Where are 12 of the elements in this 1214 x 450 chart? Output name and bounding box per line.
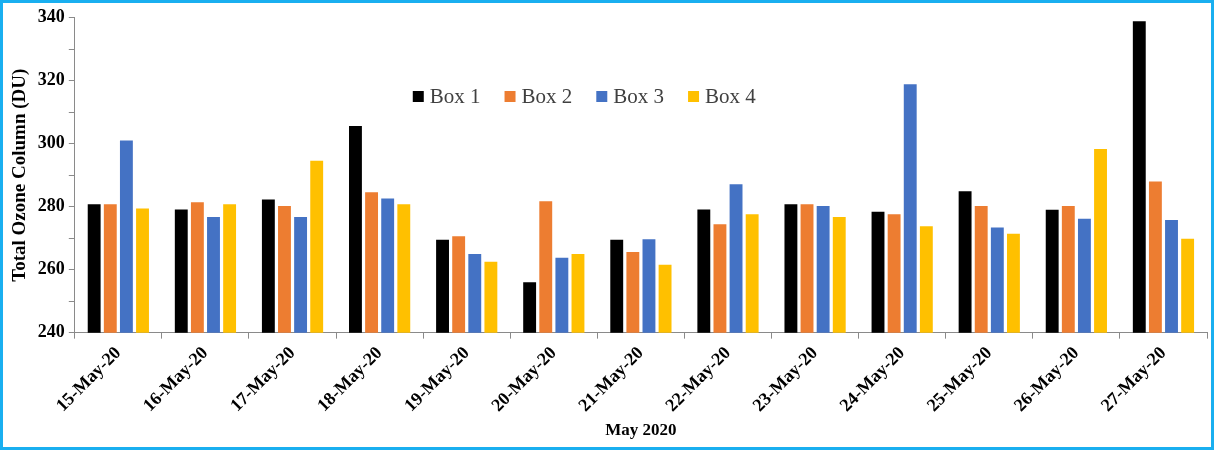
y-tick-label: 320 — [37, 69, 65, 90]
y-axis-title: Total Ozone Column (DU) — [8, 68, 31, 282]
x-axis-title: May 2020 — [605, 420, 677, 440]
legend-label: Box 1 — [429, 84, 481, 109]
y-tick-label: 300 — [37, 132, 65, 153]
legend-label: Box 2 — [521, 84, 573, 109]
y-tick-label: 260 — [37, 258, 65, 279]
legend-label: Box 3 — [613, 84, 665, 109]
y-tick-label: 340 — [37, 6, 65, 27]
legend-label: Box 4 — [705, 84, 757, 109]
y-tick-label: 280 — [37, 195, 65, 216]
y-tick-label: 240 — [37, 321, 65, 342]
